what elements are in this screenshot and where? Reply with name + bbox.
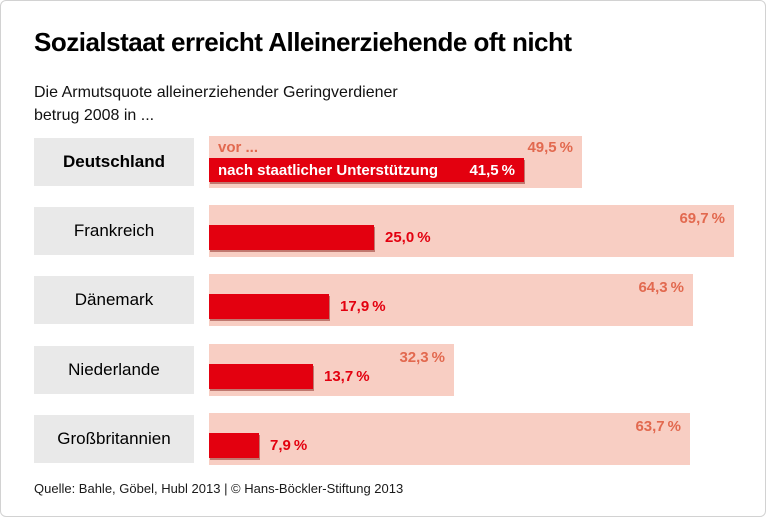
legend-after-label: nach staatlicher Unterstützung (218, 161, 439, 179)
chart-row-niederlande: Niederlande 32,3 % 13,7 % (1, 344, 765, 396)
country-label: Dänemark (34, 276, 194, 324)
bar-after-support (209, 433, 259, 458)
value-after-support: 25,0 % (385, 229, 431, 246)
chart-row-deutschland: Deutschland vor ... 49,5 % nach staatlic… (1, 136, 765, 188)
country-label: Deutschland (34, 138, 194, 186)
value-before-support: 49,5 % (527, 139, 573, 156)
chart-row-frankreich: Frankreich 69,7 % 25,0 % (1, 205, 765, 257)
subtitle-line-1: Die Armutsquote alleinerziehender Gering… (34, 84, 398, 101)
bar-after-support (209, 364, 313, 389)
value-before-support: 64,3 % (638, 279, 684, 296)
subtitle-line-2: betrug 2008 in ... (34, 107, 155, 124)
bar-before-support: vor ... 49,5 % nach staatlicher Unterstü… (209, 136, 582, 188)
chart-subtitle: Die Armutsquote alleinerziehender Gering… (34, 81, 398, 127)
value-after-support: 41,5 % (469, 161, 515, 179)
country-label: Frankreich (34, 207, 194, 255)
value-before-support: 63,7 % (635, 418, 681, 435)
page-title: Sozialstaat erreicht Alleinerziehende of… (34, 27, 572, 57)
after-support-track: 25,0 % (209, 225, 431, 250)
after-support-track: 7,9 % (209, 433, 307, 458)
bar-after-support: nach staatlicher Unterstützung 41,5 % (209, 158, 524, 182)
value-after-support: 17,9 % (340, 298, 386, 315)
value-before-support: 32,3 % (399, 349, 445, 366)
bar-after-support (209, 294, 329, 319)
legend-before-line: vor ... 49,5 % (218, 139, 573, 157)
country-label: Niederlande (34, 346, 194, 394)
bar-after-support (209, 225, 374, 250)
country-label: Großbritannien (34, 415, 194, 463)
after-support-track: 17,9 % (209, 294, 386, 319)
bar-before-support: 63,7 % 7,9 % (209, 413, 690, 465)
value-after-support: 13,7 % (324, 368, 370, 385)
legend-before-label: vor ... (218, 139, 259, 156)
bar-before-support: 32,3 % 13,7 % (209, 344, 454, 396)
bar-before-support: 69,7 % 25,0 % (209, 205, 734, 257)
source-credit: Quelle: Bahle, Göbel, Hubl 2013 | © Hans… (34, 481, 404, 496)
chart-row-grossbritannien: Großbritannien 63,7 % 7,9 % (1, 413, 765, 465)
value-after-support: 7,9 % (270, 437, 308, 454)
after-support-track: 13,7 % (209, 364, 370, 389)
chart-row-daenemark: Dänemark 64,3 % 17,9 % (1, 274, 765, 326)
bar-before-support: 64,3 % 17,9 % (209, 274, 693, 326)
value-before-support: 69,7 % (679, 210, 725, 227)
